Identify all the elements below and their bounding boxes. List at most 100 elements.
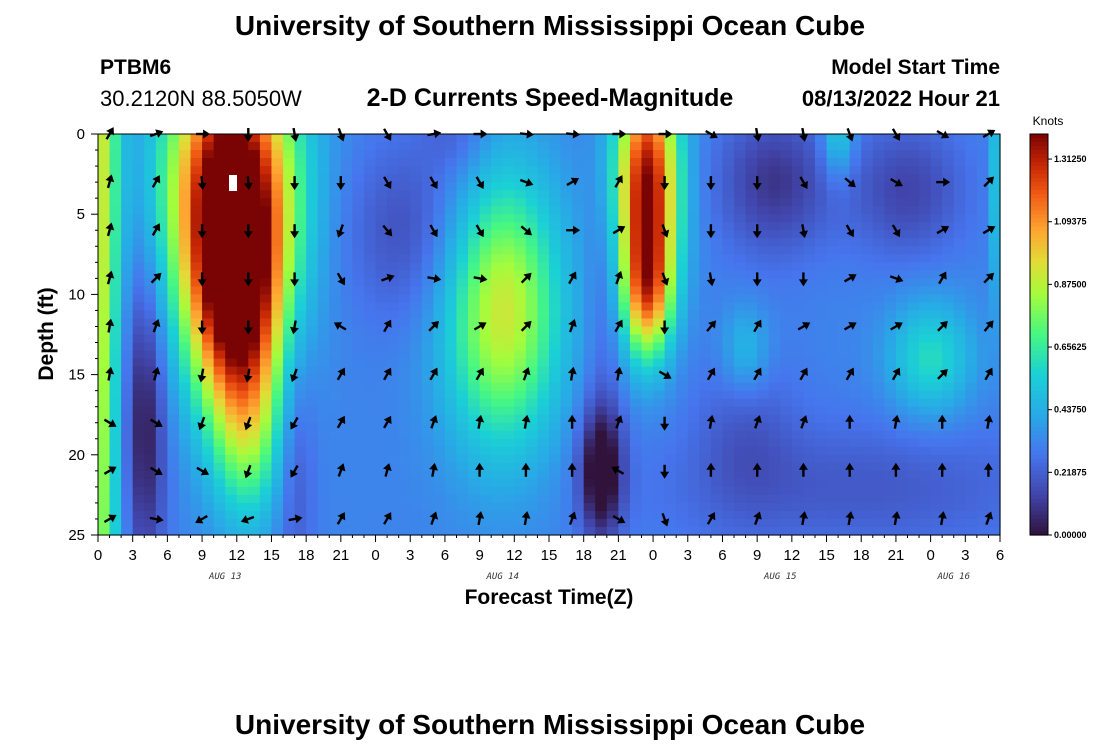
- heatmap-cell: [375, 502, 388, 512]
- heatmap-cell: [410, 198, 423, 207]
- heatmap-cell: [629, 334, 643, 344]
- heatmap-cell: [618, 270, 631, 279]
- heatmap-cell: [687, 478, 700, 488]
- heatmap-cell: [306, 494, 319, 504]
- heatmap-cell: [525, 342, 539, 352]
- heatmap-cell: [514, 342, 527, 352]
- heatmap-cell: [953, 446, 966, 456]
- heatmap-cell: [595, 206, 608, 215]
- heatmap-cell: [641, 390, 654, 400]
- heatmap-cell: [907, 214, 920, 223]
- heatmap-cell: [826, 510, 839, 520]
- heatmap-cell: [421, 246, 434, 255]
- heatmap-cell: [213, 502, 226, 512]
- heatmap-cell: [271, 470, 284, 480]
- heatmap-cell: [202, 182, 215, 191]
- colorbar-segment: [1030, 294, 1048, 300]
- colorbar-segment: [1030, 214, 1048, 219]
- heatmap-cell: [236, 510, 249, 520]
- heatmap-cell: [583, 206, 596, 215]
- current-arrow: [984, 511, 993, 526]
- heatmap-cell: [190, 214, 203, 223]
- heatmap-cell: [236, 422, 249, 432]
- heatmap-cell: [444, 190, 458, 199]
- heatmap-cell: [398, 246, 411, 255]
- heatmap-cell: [988, 438, 1001, 448]
- heatmap-cell: [687, 302, 700, 312]
- heatmap-cell: [687, 286, 700, 295]
- heatmap-cell: [907, 358, 920, 368]
- heatmap-cell: [132, 318, 145, 328]
- heatmap-cell: [271, 198, 284, 207]
- heatmap-cell: [144, 502, 157, 512]
- heatmap-cell: [803, 150, 816, 159]
- heatmap-cell: [838, 310, 851, 320]
- heatmap-cell: [421, 230, 434, 239]
- heatmap-cell: [653, 206, 666, 215]
- heatmap-cell: [988, 462, 1001, 472]
- heatmap-cell: [248, 446, 261, 456]
- heatmap-cell: [363, 310, 377, 320]
- heatmap-cell: [872, 294, 885, 304]
- colorbar-segment: [1030, 474, 1048, 480]
- heatmap-cell: [595, 382, 608, 392]
- heatmap-cell: [352, 454, 365, 464]
- heatmap-cell: [317, 238, 330, 247]
- heatmap-cell: [167, 478, 180, 488]
- heatmap-cell: [248, 142, 261, 151]
- heatmap-cell: [606, 134, 619, 143]
- colorbar-segment: [1030, 162, 1048, 167]
- heatmap-cell: [814, 190, 828, 199]
- current-arrow: [614, 270, 623, 285]
- heatmap-cell: [687, 278, 700, 287]
- heatmap-cell: [919, 142, 932, 151]
- heatmap-cell: [433, 446, 446, 456]
- heatmap-cell: [190, 422, 203, 432]
- heatmap-cell: [930, 166, 943, 175]
- heatmap-cell: [722, 166, 735, 175]
- heatmap-cell: [572, 318, 585, 328]
- heatmap-cell: [884, 494, 897, 504]
- heatmap-cell: [641, 406, 654, 416]
- heatmap-cell: [479, 286, 492, 295]
- heatmap-cell: [259, 526, 273, 536]
- heatmap-cell: [444, 286, 458, 295]
- current-arrow: [150, 466, 163, 476]
- heatmap-cell: [236, 406, 249, 416]
- heatmap-cell: [687, 510, 700, 520]
- heatmap-cell: [502, 134, 515, 143]
- heatmap-cell: [710, 422, 724, 432]
- heatmap-cell: [942, 326, 955, 336]
- heatmap-cell: [629, 190, 643, 199]
- heatmap-cell: [907, 190, 920, 199]
- current-arrow: [660, 224, 670, 238]
- heatmap-cell: [398, 334, 411, 344]
- heatmap-cell: [421, 374, 434, 384]
- heatmap-cell: [468, 134, 481, 143]
- heatmap-cell: [814, 438, 828, 448]
- heatmap-cell: [884, 510, 897, 520]
- heatmap-cell: [664, 398, 677, 408]
- heatmap-cell: [109, 278, 122, 287]
- heatmap-cell: [838, 414, 851, 424]
- colorbar-segment: [1030, 402, 1048, 408]
- heatmap-cell: [976, 502, 990, 512]
- heatmap-cell: [398, 486, 411, 496]
- heatmap-cell: [861, 358, 874, 368]
- heatmap-cell: [502, 278, 515, 287]
- heatmap-cell: [444, 182, 458, 191]
- heatmap-cell: [352, 382, 365, 392]
- colorbar-segment: [1030, 430, 1048, 436]
- colorbar-segment: [1030, 302, 1048, 308]
- heatmap-cell: [225, 518, 238, 528]
- heatmap-cell: [606, 422, 619, 432]
- heatmap-cell: [537, 262, 550, 271]
- heatmap-cell: [317, 134, 330, 143]
- heatmap-cell: [132, 134, 145, 143]
- heatmap-cell: [757, 390, 770, 400]
- heatmap-cell: [919, 246, 932, 255]
- heatmap-cell: [791, 422, 805, 432]
- heatmap-cell: [167, 134, 180, 143]
- heatmap-cell: [826, 526, 839, 536]
- heatmap-cell: [502, 326, 515, 336]
